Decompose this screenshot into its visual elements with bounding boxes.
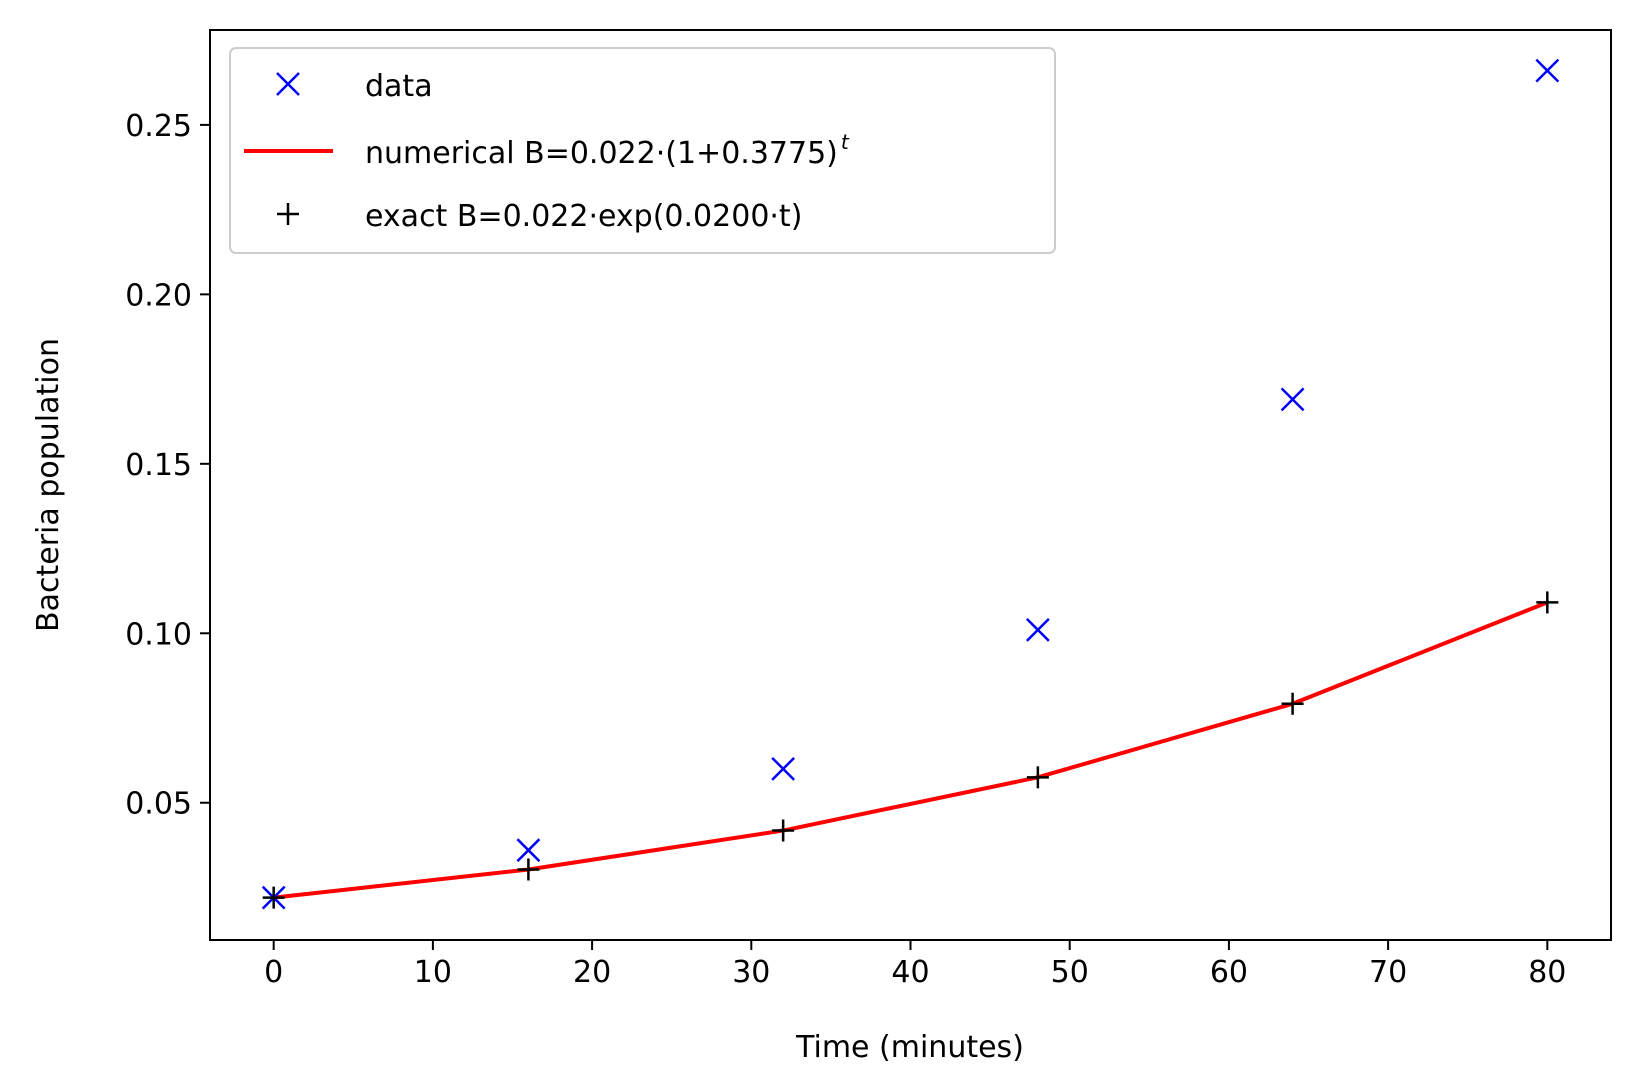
x-tick-label: 80 xyxy=(1528,955,1566,990)
data-point-stroke xyxy=(1535,58,1560,83)
data-point xyxy=(771,756,796,781)
exact-point xyxy=(517,858,540,881)
data-point-stroke xyxy=(516,838,541,863)
y-axis: 0.05 0.10 0.15 0.20 0.25 xyxy=(125,109,210,822)
data-point-stroke xyxy=(1025,618,1050,642)
x-axis: 0 10 20 30 40 50 60 70 80 xyxy=(264,940,1566,990)
x-tick-label: 40 xyxy=(891,955,929,990)
exact-point xyxy=(772,819,795,842)
x-tick-label: 0 xyxy=(264,955,283,990)
legend-marker-x-icon xyxy=(276,72,300,96)
legend-x-marker xyxy=(276,72,300,96)
data-point xyxy=(1280,387,1305,412)
exact-point xyxy=(1026,766,1049,789)
exact-point xyxy=(1281,692,1304,715)
series-line-numerical xyxy=(273,600,1549,900)
data-point-stroke xyxy=(771,756,796,781)
legend-label-numerical-superscript: t xyxy=(841,130,850,154)
data-point xyxy=(1535,58,1560,83)
x-tick-label: 50 xyxy=(1051,955,1089,990)
x-tick-label: 20 xyxy=(573,955,611,990)
legend: data numerical B=0.022·(1+0.3775) t exact… xyxy=(229,47,1056,254)
y-tick-label: 0.10 xyxy=(125,617,192,652)
legend-marker-plus-icon xyxy=(277,203,299,225)
series-layer xyxy=(261,58,1560,910)
legend-entry-data: data xyxy=(276,69,433,104)
y-tick-label: 0.20 xyxy=(125,278,192,313)
x-tick-label: 60 xyxy=(1210,955,1248,990)
legend-label-data: data xyxy=(365,69,433,104)
data-point-stroke xyxy=(1280,387,1305,412)
x-tick-label: 70 xyxy=(1369,955,1407,990)
legend-entry-exact: exact B=0.022·exp(0.0200·t) xyxy=(277,199,802,234)
exact-point xyxy=(1536,591,1559,614)
legend-label-exact: exact B=0.022·exp(0.0200·t) xyxy=(365,199,802,234)
y-axis-label: Bacteria population xyxy=(31,338,66,632)
exact-point xyxy=(262,886,285,909)
legend-box xyxy=(229,47,1056,254)
legend-x-marker-stroke xyxy=(276,72,300,96)
data-point xyxy=(1025,618,1050,642)
x-tick-label: 10 xyxy=(414,955,452,990)
legend-label-numerical: numerical B=0.022·(1+0.3775) t xyxy=(365,130,850,171)
y-tick-label: 0.25 xyxy=(125,109,192,144)
y-tick-label: 0.05 xyxy=(125,787,192,822)
legend-label-numerical-main: numerical B=0.022·(1+0.3775) xyxy=(365,136,838,171)
data-point xyxy=(516,838,541,863)
legend-plus-marker xyxy=(277,203,299,225)
x-tick-label: 30 xyxy=(732,955,770,990)
x-axis-label: Time (minutes) xyxy=(795,1030,1024,1065)
y-tick-label: 0.15 xyxy=(125,448,192,483)
legend-entry-numerical: numerical B=0.022·(1+0.3775) t xyxy=(244,130,850,171)
